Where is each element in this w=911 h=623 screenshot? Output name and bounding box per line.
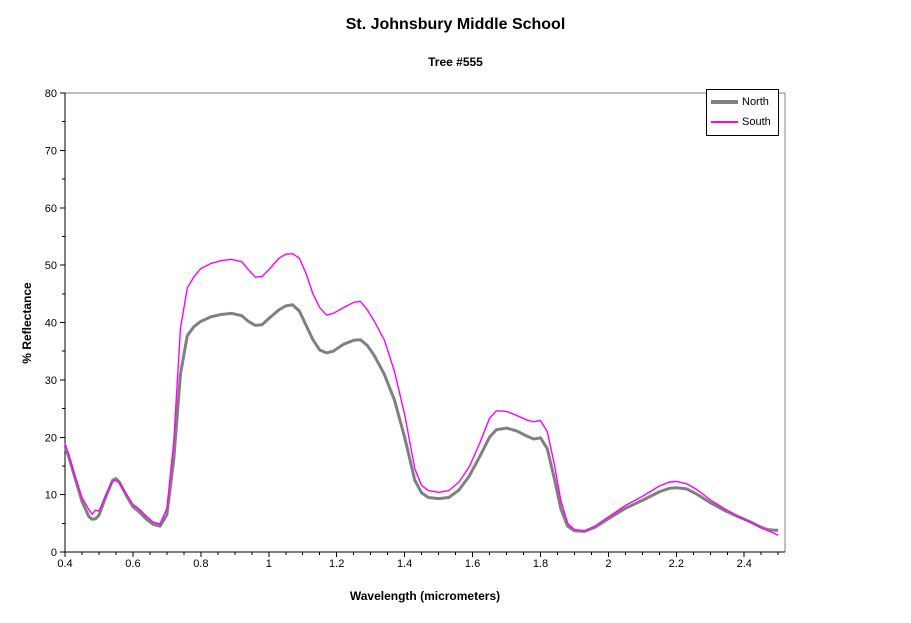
svg-text:60: 60 — [45, 203, 57, 215]
svg-text:10: 10 — [45, 490, 57, 502]
svg-text:30: 30 — [45, 375, 57, 387]
svg-text:50: 50 — [45, 260, 57, 272]
svg-text:20: 20 — [45, 432, 57, 444]
svg-text:0.4: 0.4 — [57, 558, 72, 570]
svg-text:1.4: 1.4 — [397, 558, 412, 570]
svg-text:1.6: 1.6 — [465, 558, 480, 570]
svg-text:0.6: 0.6 — [125, 558, 140, 570]
north-line-sample — [711, 100, 738, 104]
svg-text:70: 70 — [45, 145, 57, 157]
svg-text:1.2: 1.2 — [329, 558, 344, 570]
svg-text:2: 2 — [605, 558, 611, 570]
legend-label-south: South — [742, 115, 771, 128]
svg-text:1: 1 — [266, 558, 272, 570]
svg-text:80: 80 — [45, 88, 57, 100]
x-axis-title: Wavelength (micrometers) — [349, 589, 501, 603]
svg-text:0: 0 — [51, 547, 57, 559]
south-line-sample — [711, 121, 738, 123]
svg-text:2.2: 2.2 — [669, 558, 684, 570]
legend-item-north: North — [707, 92, 778, 112]
legend-item-south: South — [707, 112, 778, 132]
svg-text:40: 40 — [45, 318, 57, 330]
svg-text:2.4: 2.4 — [737, 558, 752, 570]
svg-text:1.8: 1.8 — [533, 558, 548, 570]
svg-text:0.8: 0.8 — [193, 558, 208, 570]
legend-label-north: North — [742, 95, 769, 108]
legend: North South — [706, 89, 779, 136]
chart-title: St. Johnsbury Middle School — [345, 16, 566, 33]
chart-subtitle: Tree #555 — [428, 55, 483, 69]
